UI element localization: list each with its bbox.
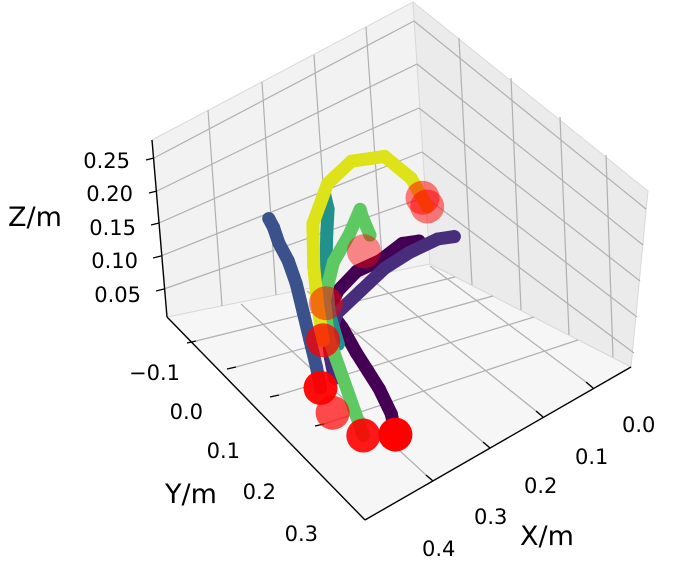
x-tick-label: 0.2	[524, 474, 557, 498]
trajectory-point	[350, 264, 364, 278]
gridline	[235, 295, 494, 368]
gridline	[207, 109, 223, 307]
axis-labels: Z/m Y/m X/m	[8, 202, 574, 552]
start-marker-5	[309, 286, 343, 321]
gridline	[510, 77, 522, 311]
axis-lines	[151, 139, 632, 521]
x-tick-label: 0.4	[422, 537, 455, 561]
trajectory-point	[372, 382, 386, 396]
trajectory-point	[363, 228, 377, 242]
trajectory-point	[447, 230, 461, 244]
x-axis-label: X/m	[520, 521, 574, 552]
y-tick-label: 0.2	[243, 480, 276, 504]
gridline	[365, 26, 384, 274]
y-axis-line	[166, 316, 366, 521]
start-marker-8	[410, 189, 445, 224]
gridline	[160, 151, 423, 257]
gridline	[421, 151, 638, 318]
z-tick-label: 0.15	[89, 216, 136, 240]
trajectory-point	[349, 346, 363, 360]
gridline	[153, 20, 415, 159]
trajectory-point	[289, 277, 303, 290]
z-tick-label: 0.20	[86, 182, 133, 206]
z-tick-mark	[145, 157, 155, 161]
trajectory-point	[281, 254, 295, 268]
start-marker-1	[346, 418, 381, 453]
start-marker-4	[306, 323, 341, 358]
trajectory-point	[307, 260, 321, 274]
trajectory-point	[395, 236, 409, 250]
trajectory-point	[378, 261, 392, 275]
gridline	[559, 116, 570, 336]
gridline	[158, 107, 420, 224]
y-tick-mark	[226, 366, 237, 370]
trajectory-point	[340, 383, 354, 397]
trajectory-point	[342, 227, 356, 241]
x-axis-line	[364, 366, 632, 521]
gridline	[369, 277, 537, 412]
gridline	[261, 81, 277, 296]
z-axis-line	[151, 139, 168, 318]
gridline	[605, 154, 614, 358]
x-tick-mark	[482, 441, 491, 449]
z-tick-label: 0.25	[83, 149, 130, 173]
gridline	[424, 196, 635, 354]
gridline	[418, 107, 641, 282]
trajectory-point	[404, 171, 418, 185]
y-axis-label: Y/m	[164, 479, 217, 510]
y-tick-mark	[186, 340, 197, 344]
x-tick-label: 0.0	[622, 413, 655, 437]
trajectory-point	[296, 304, 310, 318]
x-tick-label: 0.1	[575, 445, 608, 469]
trajectory-point	[327, 255, 340, 269]
trajectory-point	[344, 154, 358, 168]
x-tick-mark	[535, 410, 544, 418]
trajectory-point	[354, 284, 368, 298]
z-tick-mark	[148, 190, 158, 194]
y-tick-mark	[269, 394, 280, 398]
z-tick-label: 0.10	[91, 249, 138, 273]
z-axis-label: Z/m	[8, 202, 62, 233]
y-tick-label: 0.1	[207, 439, 240, 463]
trajectory-point	[361, 364, 375, 378]
x-tick-label: 0.3	[474, 505, 507, 529]
gridlines	[153, 20, 647, 476]
trajectory-point	[431, 232, 445, 246]
trajectory-point	[310, 360, 323, 374]
trajectory-point	[306, 217, 320, 231]
tick-labels: 0.25 0.20 0.15 0.10 0.05 −0.1 0.0 0.1 0.…	[83, 149, 655, 561]
trajectory-point	[262, 212, 276, 226]
trajectory-point	[321, 177, 334, 191]
gridline	[413, 20, 647, 210]
gridline	[323, 339, 579, 425]
gridline	[458, 37, 473, 286]
y-tick-label: −0.1	[129, 361, 180, 385]
gridline	[163, 196, 426, 290]
trajectory-point	[402, 246, 416, 260]
start-marker-group	[303, 180, 445, 453]
z-tick-mark	[155, 288, 165, 292]
x-tick-mark	[585, 381, 594, 389]
start-marker-3	[303, 370, 338, 405]
y-tick-label: 0.0	[170, 400, 203, 424]
gridline	[429, 265, 587, 383]
start-marker-6	[346, 234, 381, 269]
y-tick-label: 0.3	[285, 522, 318, 546]
trajectory-point	[320, 226, 334, 240]
z-tick-label: 0.05	[94, 283, 141, 307]
gridline	[156, 63, 418, 192]
trajectory-point	[356, 211, 370, 225]
x-tick-mark	[425, 474, 434, 482]
z-tick-mark	[150, 222, 160, 226]
trajectory-point	[378, 149, 392, 163]
z-tick-mark	[152, 255, 162, 259]
tick-marks	[145, 157, 594, 482]
start-marker-0	[378, 417, 413, 452]
gridline	[416, 63, 644, 246]
trajectory-point	[272, 236, 286, 250]
trajectory-point	[384, 407, 398, 421]
